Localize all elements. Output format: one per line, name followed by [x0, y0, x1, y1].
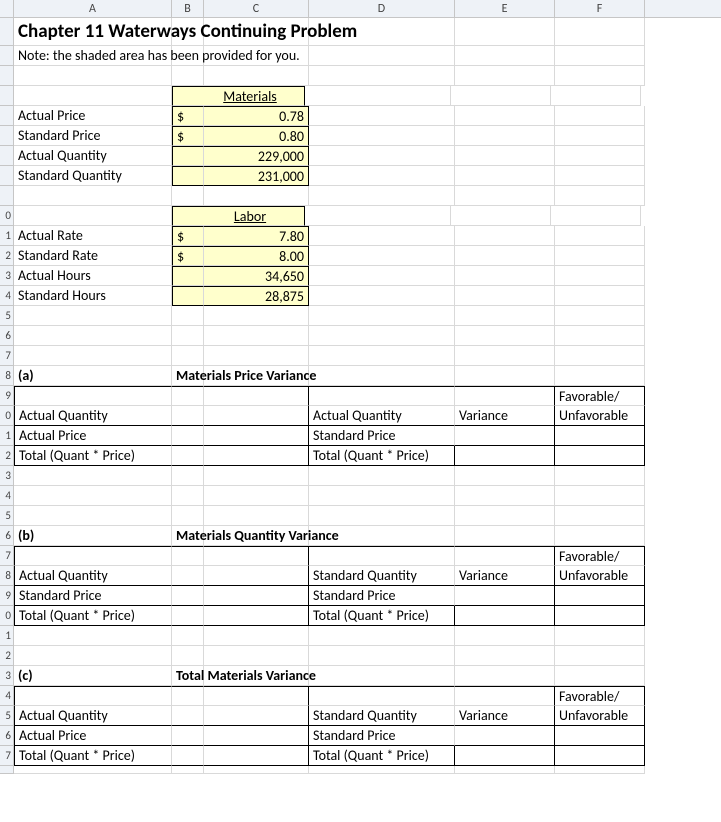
col-header-e[interactable]: E: [455, 0, 555, 17]
section-b-tag[interactable]: (b): [14, 526, 172, 546]
row-header[interactable]: [0, 46, 14, 66]
section-a-heading[interactable]: Materials Price Variance: [172, 366, 204, 386]
fav-label[interactable]: Favorable/: [555, 686, 645, 706]
col-header-c[interactable]: C: [204, 0, 309, 17]
materials-label[interactable]: Standard Quantity: [14, 166, 172, 186]
section-b-right[interactable]: Total (Quant * Price): [309, 606, 455, 626]
page-title[interactable]: Chapter 11 Waterways Continuing Problem: [14, 18, 172, 46]
section-b-right[interactable]: Standard Quantity: [309, 566, 455, 586]
fav-label[interactable]: Unfavorable: [555, 566, 645, 586]
section-c-left[interactable]: Actual Quantity: [14, 706, 172, 726]
fav-label[interactable]: Favorable/: [555, 386, 645, 406]
materials-value[interactable]: 0.80: [204, 126, 309, 146]
section-a-left[interactable]: Actual Quantity: [14, 406, 172, 426]
section-b-left[interactable]: Total (Quant * Price): [14, 606, 172, 626]
labor-value[interactable]: 7.80: [204, 226, 309, 246]
fav-label[interactable]: Unfavorable: [555, 406, 645, 426]
currency-symbol[interactable]: $: [172, 226, 204, 246]
section-c-tag[interactable]: (c): [14, 666, 172, 686]
currency-symbol[interactable]: $: [172, 126, 204, 146]
section-a-tag[interactable]: (a): [14, 366, 172, 386]
labor-label[interactable]: Actual Rate: [14, 226, 172, 246]
section-c-left[interactable]: Total (Quant * Price): [14, 746, 172, 766]
section-a-right[interactable]: Standard Price: [309, 426, 455, 446]
currency-symbol[interactable]: $: [172, 246, 204, 266]
materials-label[interactable]: Standard Price: [14, 126, 172, 146]
materials-label[interactable]: Actual Price: [14, 106, 172, 126]
variance-label[interactable]: Variance: [455, 406, 555, 426]
section-a-right[interactable]: Total (Quant * Price): [309, 446, 455, 466]
labor-value[interactable]: 8.00: [204, 246, 309, 266]
fav-label[interactable]: Unfavorable: [555, 706, 645, 726]
section-c-right[interactable]: Standard Quantity: [309, 706, 455, 726]
labor-value[interactable]: 28,875: [204, 286, 309, 306]
row-header[interactable]: [0, 18, 14, 46]
section-b-left[interactable]: Standard Price: [14, 586, 172, 606]
note-text[interactable]: Note: the shaded area has been provided …: [14, 46, 172, 66]
spreadsheet: A B C D E F Chapter 11 Waterways Continu…: [0, 0, 721, 774]
section-b-heading[interactable]: Materials Quantity Variance: [172, 526, 204, 546]
labor-header[interactable]: Labor: [200, 206, 305, 226]
section-a-left[interactable]: Total (Quant * Price): [14, 446, 172, 466]
labor-value[interactable]: 34,650: [204, 266, 309, 286]
section-b-right[interactable]: Standard Price: [309, 586, 455, 606]
col-header-a[interactable]: A: [14, 0, 172, 17]
fav-label[interactable]: Favorable/: [555, 546, 645, 566]
materials-header[interactable]: Materials: [200, 86, 305, 106]
variance-label[interactable]: Variance: [455, 706, 555, 726]
labor-label[interactable]: Standard Rate: [14, 246, 172, 266]
section-c-right[interactable]: Total (Quant * Price): [309, 746, 455, 766]
column-headers: A B C D E F: [0, 0, 721, 18]
section-c-right[interactable]: Standard Price: [309, 726, 455, 746]
section-a-right[interactable]: Actual Quantity: [309, 406, 455, 426]
col-header-f[interactable]: F: [555, 0, 645, 17]
materials-value[interactable]: 229,000: [204, 146, 309, 166]
materials-label[interactable]: Actual Quantity: [14, 146, 172, 166]
section-c-heading[interactable]: Total Materials Variance: [172, 666, 204, 686]
materials-value[interactable]: 231,000: [204, 166, 309, 186]
section-b-left[interactable]: Actual Quantity: [14, 566, 172, 586]
col-header-b[interactable]: B: [172, 0, 204, 17]
materials-value[interactable]: 0.78: [204, 106, 309, 126]
currency-symbol[interactable]: $: [172, 106, 204, 126]
section-a-left[interactable]: Actual Price: [14, 426, 172, 446]
labor-label[interactable]: Actual Hours: [14, 266, 172, 286]
col-header-d[interactable]: D: [309, 0, 455, 17]
labor-label[interactable]: Standard Hours: [14, 286, 172, 306]
variance-label[interactable]: Variance: [455, 566, 555, 586]
section-c-left[interactable]: Actual Price: [14, 726, 172, 746]
